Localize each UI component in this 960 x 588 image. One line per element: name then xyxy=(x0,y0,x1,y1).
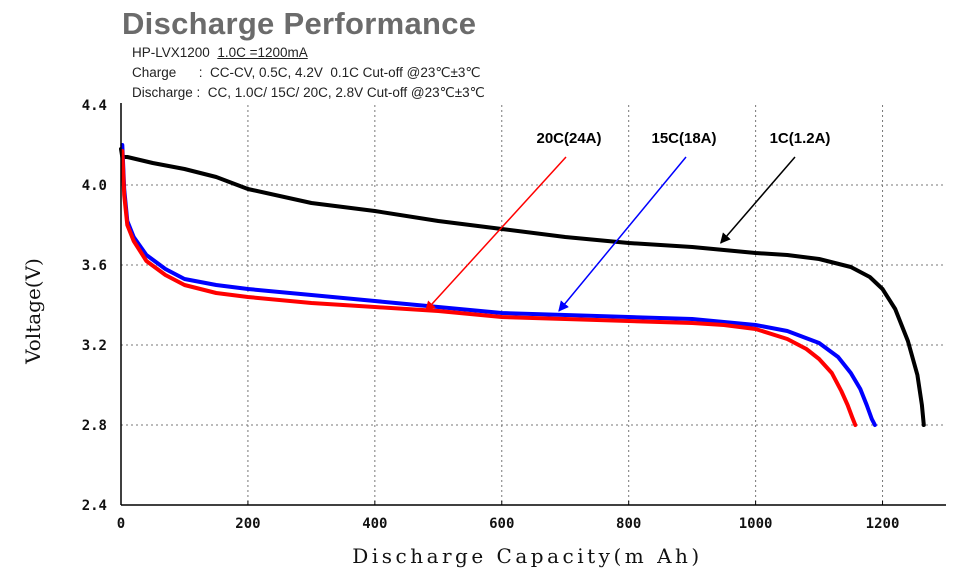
chart-title: Discharge Performance xyxy=(122,6,477,41)
y-tick-label: 4.4 xyxy=(82,98,107,114)
x-tick-label: 800 xyxy=(616,516,641,532)
x-tick-label: 0 xyxy=(117,516,125,532)
series-lines xyxy=(119,143,926,427)
charge-conditions: Charge : CC-CV, 0.5C, 4.2V 0.1C Cut-off … xyxy=(132,65,481,80)
x-tick-label: 400 xyxy=(362,516,387,532)
y-tick-label: 4.0 xyxy=(82,178,107,194)
y-tick-label: 2.8 xyxy=(82,418,107,434)
annotations: 20C(24A) 15C(18A) 1C(1.2A) xyxy=(424,130,831,312)
y-tick-label: 2.4 xyxy=(82,498,107,514)
series-line xyxy=(119,147,926,427)
y-axis-label: Voltage(V) xyxy=(21,258,45,365)
x-axis-label: Discharge Capacity(m Ah) xyxy=(352,544,702,568)
model-line: HP-LVX1200 1.0C =1200mA xyxy=(132,45,308,60)
x-tick-label: 200 xyxy=(235,516,260,532)
y-tick-label: 3.2 xyxy=(82,338,107,354)
series-line xyxy=(120,143,877,427)
model-name: HP-LVX1200 xyxy=(132,45,210,60)
axes: 0 200 400 600 800 1000 1200 2.4 2.8 3.2 3.6 4.0 4.4 D… xyxy=(21,98,946,568)
y-tick-label: 3.6 xyxy=(82,258,107,274)
x-tick-label: 1200 xyxy=(866,516,900,532)
annotation-label: 1C(1.2A) xyxy=(770,130,831,147)
grid xyxy=(121,105,946,505)
discharge-conditions: Discharge : CC, 1.0C/ 15C/ 20C, 2.8V Cut… xyxy=(132,85,485,100)
annotation-label: 15C(18A) xyxy=(651,130,716,147)
x-tick-label: 1000 xyxy=(739,516,773,532)
x-tick-label: 600 xyxy=(489,516,514,532)
capacity-rate: 1.0C =1200mA xyxy=(217,45,308,60)
series-line xyxy=(120,149,858,427)
annotation-arrow xyxy=(558,156,687,312)
annotation-arrow xyxy=(720,156,796,244)
annotation-arrow xyxy=(424,156,567,312)
annotation-label: 20C(24A) xyxy=(536,130,601,147)
